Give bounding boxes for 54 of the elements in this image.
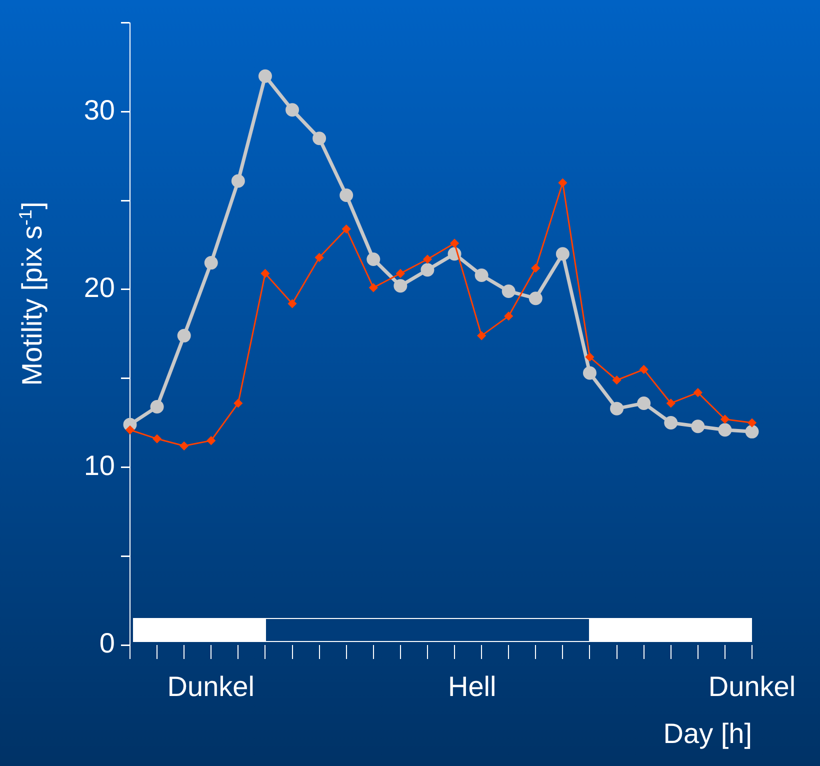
point — [423, 254, 432, 264]
point — [342, 224, 351, 234]
point — [718, 423, 732, 437]
point — [231, 174, 245, 188]
point — [556, 247, 570, 261]
point — [582, 366, 596, 380]
y-tick-label: 30 — [84, 94, 115, 126]
point — [312, 132, 326, 146]
point — [585, 352, 594, 362]
point — [315, 253, 324, 262]
point — [610, 402, 624, 416]
point — [286, 103, 300, 117]
point — [288, 299, 297, 308]
point — [234, 398, 242, 408]
point — [664, 416, 678, 430]
point — [504, 312, 513, 320]
text: Dunkel — [167, 671, 254, 703]
point — [369, 283, 378, 292]
point — [528, 292, 542, 306]
y-tick-label: 0 — [99, 628, 115, 659]
text: Dunkel — [708, 671, 796, 703]
point — [450, 238, 459, 248]
point — [691, 420, 705, 434]
point — [502, 284, 516, 298]
text: Hell — [448, 671, 496, 703]
point — [150, 400, 164, 414]
y-tick-label: 10 — [84, 450, 115, 481]
point — [258, 69, 272, 83]
point — [477, 331, 486, 340]
point — [366, 252, 380, 266]
point — [694, 388, 702, 397]
point — [206, 436, 216, 445]
point — [666, 398, 676, 408]
point — [177, 328, 191, 342]
point — [558, 178, 567, 188]
point — [531, 264, 540, 272]
point — [637, 396, 651, 410]
point — [152, 434, 162, 444]
point — [420, 263, 434, 277]
point — [612, 376, 622, 384]
point — [204, 256, 218, 270]
point — [720, 414, 730, 424]
point — [126, 426, 134, 434]
point — [396, 269, 405, 278]
point — [748, 418, 756, 428]
point — [260, 269, 270, 278]
x-axis-title: Day [h] — [663, 718, 752, 749]
point — [180, 442, 188, 450]
point — [474, 268, 488, 282]
y-tick-label: 20 — [84, 272, 115, 304]
point — [394, 279, 408, 293]
point — [340, 188, 354, 202]
point — [745, 424, 759, 438]
point — [640, 365, 648, 374]
